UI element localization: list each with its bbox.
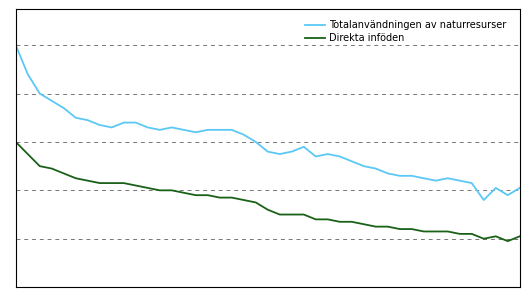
- Direkta inföden: [25, 152, 31, 156]
- Direkta inföden: [505, 239, 511, 243]
- Totalanvändningen av naturresurser: [337, 155, 343, 158]
- Direkta inföden: [349, 220, 355, 223]
- Totalanvändningen av naturresurser: [517, 186, 523, 190]
- Totalanvändningen av naturresurser: [228, 128, 235, 132]
- Totalanvändningen av naturresurser: [385, 172, 391, 175]
- Totalanvändningen av naturresurser: [97, 123, 103, 127]
- Direkta inföden: [85, 179, 91, 182]
- Direkta inföden: [193, 193, 199, 197]
- Totalanvändningen av naturresurser: [25, 73, 31, 76]
- Direkta inföden: [97, 181, 103, 185]
- Totalanvändningen av naturresurser: [37, 92, 43, 95]
- Direkta inföden: [121, 181, 127, 185]
- Totalanvändningen av naturresurser: [457, 179, 463, 182]
- Direkta inföden: [60, 172, 67, 175]
- Totalanvändningen av naturresurser: [144, 126, 151, 129]
- Totalanvändningen av naturresurser: [277, 152, 283, 156]
- Totalanvändningen av naturresurser: [181, 128, 187, 132]
- Totalanvändningen av naturresurser: [421, 176, 427, 180]
- Totalanvändningen av naturresurser: [240, 133, 247, 136]
- Direkta inföden: [469, 232, 475, 236]
- Direkta inföden: [396, 227, 403, 231]
- Direkta inföden: [13, 140, 19, 144]
- Direkta inföden: [253, 201, 259, 204]
- Direkta inföden: [144, 186, 151, 190]
- Totalanvändningen av naturresurser: [396, 174, 403, 178]
- Totalanvändningen av naturresurser: [193, 131, 199, 134]
- Totalanvändningen av naturresurser: [253, 140, 259, 144]
- Totalanvändningen av naturresurser: [109, 126, 115, 129]
- Direkta inföden: [265, 208, 271, 211]
- Totalanvändningen av naturresurser: [133, 121, 139, 124]
- Totalanvändningen av naturresurser: [289, 150, 295, 153]
- Direkta inföden: [289, 213, 295, 216]
- Totalanvändningen av naturresurser: [121, 121, 127, 124]
- Direkta inföden: [217, 196, 223, 200]
- Totalanvändningen av naturresurser: [156, 128, 163, 132]
- Totalanvändningen av naturresurser: [265, 150, 271, 153]
- Totalanvändningen av naturresurser: [505, 193, 511, 197]
- Totalanvändningen av naturresurser: [324, 152, 331, 156]
- Line: Totalanvändningen av naturresurser: Totalanvändningen av naturresurser: [16, 45, 520, 200]
- Direkta inföden: [457, 232, 463, 236]
- Direkta inföden: [277, 213, 283, 216]
- Direkta inföden: [480, 237, 487, 241]
- Totalanvändningen av naturresurser: [301, 145, 307, 149]
- Totalanvändningen av naturresurser: [361, 164, 367, 168]
- Direkta inföden: [421, 230, 427, 233]
- Totalanvändningen av naturresurser: [349, 160, 355, 163]
- Direkta inföden: [492, 234, 499, 238]
- Line: Direkta inföden: Direkta inföden: [16, 142, 520, 241]
- Direkta inföden: [301, 213, 307, 216]
- Direkta inföden: [408, 227, 415, 231]
- Totalanvändningen av naturresurser: [205, 128, 211, 132]
- Totalanvändningen av naturresurser: [469, 181, 475, 185]
- Direkta inföden: [324, 218, 331, 221]
- Totalanvändningen av naturresurser: [433, 179, 439, 182]
- Totalanvändningen av naturresurser: [49, 99, 55, 103]
- Direkta inföden: [361, 222, 367, 226]
- Direkta inföden: [385, 225, 391, 229]
- Direkta inföden: [205, 193, 211, 197]
- Totalanvändningen av naturresurser: [217, 128, 223, 132]
- Totalanvändningen av naturresurser: [72, 116, 79, 120]
- Totalanvändningen av naturresurser: [492, 186, 499, 190]
- Totalanvändningen av naturresurser: [408, 174, 415, 178]
- Direkta inföden: [72, 176, 79, 180]
- Legend: Totalanvändningen av naturresurser, Direkta inföden: Totalanvändningen av naturresurser, Dire…: [301, 17, 510, 47]
- Direkta inföden: [169, 189, 175, 192]
- Totalanvändningen av naturresurser: [169, 126, 175, 129]
- Totalanvändningen av naturresurser: [312, 155, 319, 158]
- Direkta inföden: [49, 167, 55, 170]
- Direkta inföden: [337, 220, 343, 223]
- Direkta inföden: [433, 230, 439, 233]
- Totalanvändningen av naturresurser: [373, 167, 379, 170]
- Direkta inföden: [156, 189, 163, 192]
- Direkta inföden: [517, 234, 523, 238]
- Direkta inföden: [133, 184, 139, 187]
- Totalanvändningen av naturresurser: [60, 106, 67, 110]
- Totalanvändningen av naturresurser: [445, 176, 451, 180]
- Direkta inföden: [312, 218, 319, 221]
- Totalanvändningen av naturresurser: [85, 118, 91, 122]
- Direkta inföden: [240, 198, 247, 202]
- Direkta inföden: [109, 181, 115, 185]
- Direkta inföden: [373, 225, 379, 229]
- Direkta inföden: [181, 191, 187, 194]
- Totalanvändningen av naturresurser: [13, 44, 19, 47]
- Direkta inföden: [445, 230, 451, 233]
- Direkta inföden: [37, 164, 43, 168]
- Direkta inföden: [228, 196, 235, 200]
- Totalanvändningen av naturresurser: [480, 198, 487, 202]
